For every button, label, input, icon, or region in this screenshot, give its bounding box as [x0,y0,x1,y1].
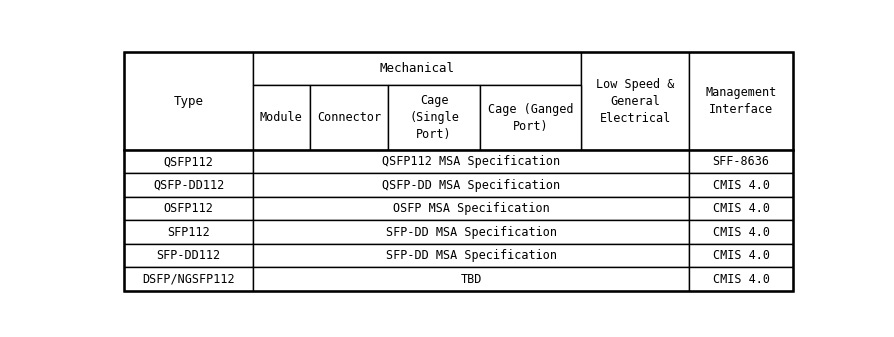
Bar [124,197,253,220]
Bar [688,174,792,197]
Bar [124,220,253,244]
Bar [253,220,688,244]
Text: QSFP112: QSFP112 [164,155,214,168]
Text: Management
Interface: Management Interface [704,86,776,116]
Bar [580,52,688,150]
Text: DSFP/NGSFP112: DSFP/NGSFP112 [142,273,235,286]
Bar [253,174,688,197]
Text: SFP112: SFP112 [167,226,210,239]
Text: SFP-DD112: SFP-DD112 [156,249,221,262]
Bar [688,197,792,220]
Bar [688,150,792,174]
Bar [479,85,580,150]
Bar [253,85,309,150]
Text: Low Speed &
General
Electrical: Low Speed & General Electrical [595,78,674,125]
Bar [124,150,253,174]
Text: TBD: TBD [460,273,481,286]
Text: QSFP-DD112: QSFP-DD112 [153,179,224,192]
Bar [688,267,792,291]
Text: OSFP MSA Specification: OSFP MSA Specification [392,202,549,215]
Bar [688,52,792,150]
Text: QSFP-DD MSA Specification: QSFP-DD MSA Specification [382,179,560,192]
Bar [124,267,253,291]
Bar [688,220,792,244]
Text: Connector: Connector [316,111,381,124]
Text: Type: Type [173,95,204,108]
Bar [253,197,688,220]
Bar [253,150,688,174]
Text: Module: Module [259,111,302,124]
Text: Mechanical: Mechanical [379,62,454,75]
Text: OSFP112: OSFP112 [164,202,214,215]
Text: CMIS 4.0: CMIS 4.0 [712,273,769,286]
Text: CMIS 4.0: CMIS 4.0 [712,226,769,239]
Text: Cage (Ganged
Port): Cage (Ganged Port) [487,102,573,132]
Bar [388,85,479,150]
Bar [253,244,688,267]
Text: CMIS 4.0: CMIS 4.0 [712,202,769,215]
Text: SFP-DD MSA Specification: SFP-DD MSA Specification [385,249,556,262]
Bar [688,244,792,267]
Text: CMIS 4.0: CMIS 4.0 [712,179,769,192]
Bar [124,174,253,197]
Text: Cage
(Single
Port): Cage (Single Port) [409,94,459,141]
Text: SFF-8636: SFF-8636 [712,155,769,168]
Bar [309,85,388,150]
Text: SFP-DD MSA Specification: SFP-DD MSA Specification [385,226,556,239]
Bar [124,52,253,150]
Bar [124,244,253,267]
Text: QSFP112 MSA Specification: QSFP112 MSA Specification [382,155,560,168]
Text: CMIS 4.0: CMIS 4.0 [712,249,769,262]
Bar [253,52,580,85]
Bar [253,267,688,291]
